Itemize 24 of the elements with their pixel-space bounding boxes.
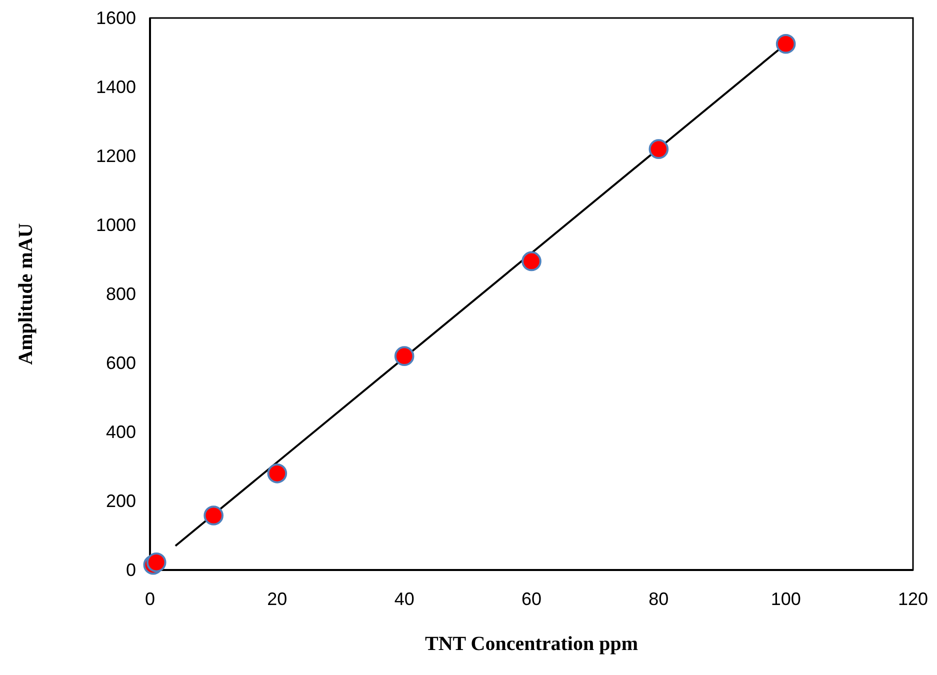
x-tick-label: 0 <box>144 588 156 609</box>
point <box>522 251 542 272</box>
point <box>776 34 796 54</box>
x-tick-label: 120 <box>898 588 928 609</box>
x-tick-label: 60 <box>521 588 542 609</box>
y-tick-label: 400 <box>106 422 136 442</box>
y-tick-label: 1000 <box>96 214 136 235</box>
point <box>204 506 224 526</box>
point <box>267 463 288 484</box>
y-tick-label: 200 <box>106 490 136 511</box>
x-axis-title: TNT Concentration ppm <box>425 633 638 655</box>
y-tick-label: 1400 <box>96 76 136 97</box>
x-tick-label: 80 <box>648 588 669 609</box>
x-tick-label: 20 <box>267 588 288 609</box>
y-tick-label: 1200 <box>96 146 136 166</box>
y-tick-label: 600 <box>106 352 136 373</box>
x-tick-label: 100 <box>770 588 801 609</box>
x-tick-label: 40 <box>394 588 414 609</box>
point <box>648 139 669 160</box>
point <box>394 346 414 366</box>
y-tick-label: 0 <box>126 560 136 580</box>
y-axis-title: Amplitude mAU <box>15 223 37 365</box>
y-tick-label: 800 <box>106 284 136 304</box>
y-tick-label: 1600 <box>96 8 136 28</box>
